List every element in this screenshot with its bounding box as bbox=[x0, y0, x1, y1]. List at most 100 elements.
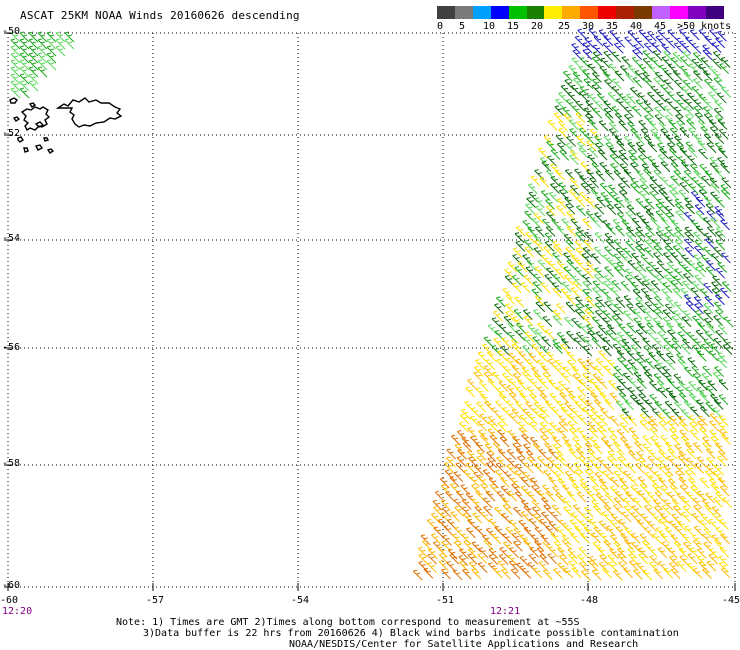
wind-barb bbox=[546, 211, 556, 223]
wind-barb bbox=[664, 274, 674, 286]
wind-barb bbox=[703, 113, 714, 124]
wind-barb bbox=[654, 275, 665, 286]
wind-barb bbox=[507, 554, 518, 566]
wind-barb bbox=[592, 51, 603, 63]
wind-barb bbox=[684, 106, 695, 118]
wind-barb bbox=[684, 266, 694, 278]
wind-barb bbox=[587, 449, 598, 461]
wind-barb bbox=[570, 184, 580, 196]
wind-barb bbox=[720, 189, 731, 201]
wind-barb bbox=[622, 497, 633, 509]
wind-barb bbox=[704, 170, 715, 182]
wind-barb bbox=[10, 59, 21, 71]
wind-barb bbox=[492, 441, 503, 453]
wind-barb bbox=[456, 430, 467, 441]
wind-barb bbox=[476, 401, 487, 413]
wind-barb bbox=[638, 64, 649, 75]
wind-barb bbox=[644, 239, 655, 251]
wind-barb bbox=[507, 457, 517, 469]
wind-barb bbox=[710, 217, 721, 228]
wind-barb bbox=[519, 392, 530, 404]
wind-barb bbox=[662, 316, 673, 328]
wind-barb bbox=[708, 553, 719, 565]
wind-barb bbox=[693, 338, 704, 350]
wind-barb bbox=[540, 534, 551, 546]
wind-barb bbox=[573, 462, 584, 474]
wind-barb bbox=[566, 259, 577, 271]
wind-barb bbox=[526, 259, 537, 271]
wind-barb bbox=[575, 112, 586, 124]
wind-barb bbox=[557, 478, 568, 490]
wind-barb bbox=[523, 274, 534, 286]
wind-barb bbox=[498, 380, 509, 392]
wind-barb bbox=[697, 420, 707, 432]
wind-barb bbox=[699, 477, 710, 489]
wind-barb bbox=[593, 443, 603, 455]
wind-barb bbox=[717, 352, 728, 364]
wind-barb bbox=[701, 175, 711, 187]
wind-barb bbox=[523, 443, 533, 455]
wind-barb bbox=[703, 338, 714, 350]
wind-barb bbox=[614, 266, 624, 277]
wind-barb bbox=[533, 401, 544, 413]
wind-barb bbox=[482, 343, 492, 355]
wind-barb bbox=[667, 378, 677, 390]
wind-barb bbox=[669, 555, 679, 567]
wind-barb bbox=[456, 456, 467, 467]
wind-barb bbox=[645, 464, 656, 475]
wind-barb bbox=[527, 226, 538, 238]
colorbar-label: 40 bbox=[630, 21, 643, 32]
wind-barb bbox=[505, 357, 516, 369]
wind-barb bbox=[700, 406, 710, 418]
wind-barb bbox=[673, 106, 684, 118]
wind-barb bbox=[643, 345, 654, 357]
wind-barb bbox=[669, 415, 680, 427]
wind-barb bbox=[713, 497, 723, 508]
wind-barb bbox=[654, 491, 665, 502]
wind-barb bbox=[590, 392, 601, 404]
wind-barb bbox=[475, 441, 485, 453]
wind-barb bbox=[656, 322, 667, 334]
wind-barb bbox=[37, 45, 48, 57]
wind-barb bbox=[574, 35, 585, 47]
wind-barb bbox=[471, 568, 482, 580]
wind-barb bbox=[635, 141, 646, 153]
wind-barb bbox=[710, 343, 721, 355]
wind-barb bbox=[437, 546, 448, 558]
wind-barb bbox=[544, 442, 555, 454]
wind-barb bbox=[517, 379, 527, 391]
wind-barb bbox=[502, 287, 513, 299]
wind-barb bbox=[434, 490, 445, 502]
wind-barb bbox=[640, 287, 651, 299]
wind-barb bbox=[673, 70, 683, 82]
wind-barb bbox=[527, 183, 538, 195]
wind-barb bbox=[618, 561, 628, 573]
wind-barb bbox=[615, 36, 626, 48]
wind-barb bbox=[487, 457, 498, 469]
wind-barb bbox=[698, 189, 709, 201]
wind-barb bbox=[506, 464, 517, 475]
wind-barb bbox=[634, 266, 645, 278]
wind-barb bbox=[607, 554, 618, 566]
wind-barb bbox=[441, 506, 452, 518]
wind-barb bbox=[482, 497, 493, 509]
wind-barb bbox=[697, 182, 708, 194]
wind-barb bbox=[514, 232, 525, 243]
wind-barb bbox=[511, 364, 522, 376]
wind-barb bbox=[602, 470, 613, 482]
wind-barb bbox=[463, 540, 474, 552]
wind-barb bbox=[617, 547, 627, 559]
wind-barb bbox=[613, 239, 624, 250]
wind-barb bbox=[602, 345, 612, 357]
wind-barb bbox=[642, 77, 653, 88]
wind-barb bbox=[447, 548, 458, 560]
wind-barb bbox=[574, 526, 585, 537]
wind-barb bbox=[675, 210, 686, 222]
wind-barb bbox=[46, 38, 57, 50]
wind-barb bbox=[543, 135, 554, 146]
wind-barb bbox=[497, 350, 508, 362]
wind-barb bbox=[508, 413, 519, 424]
wind-barb bbox=[452, 569, 463, 581]
wind-barb bbox=[617, 449, 627, 461]
wind-barb bbox=[681, 533, 692, 545]
